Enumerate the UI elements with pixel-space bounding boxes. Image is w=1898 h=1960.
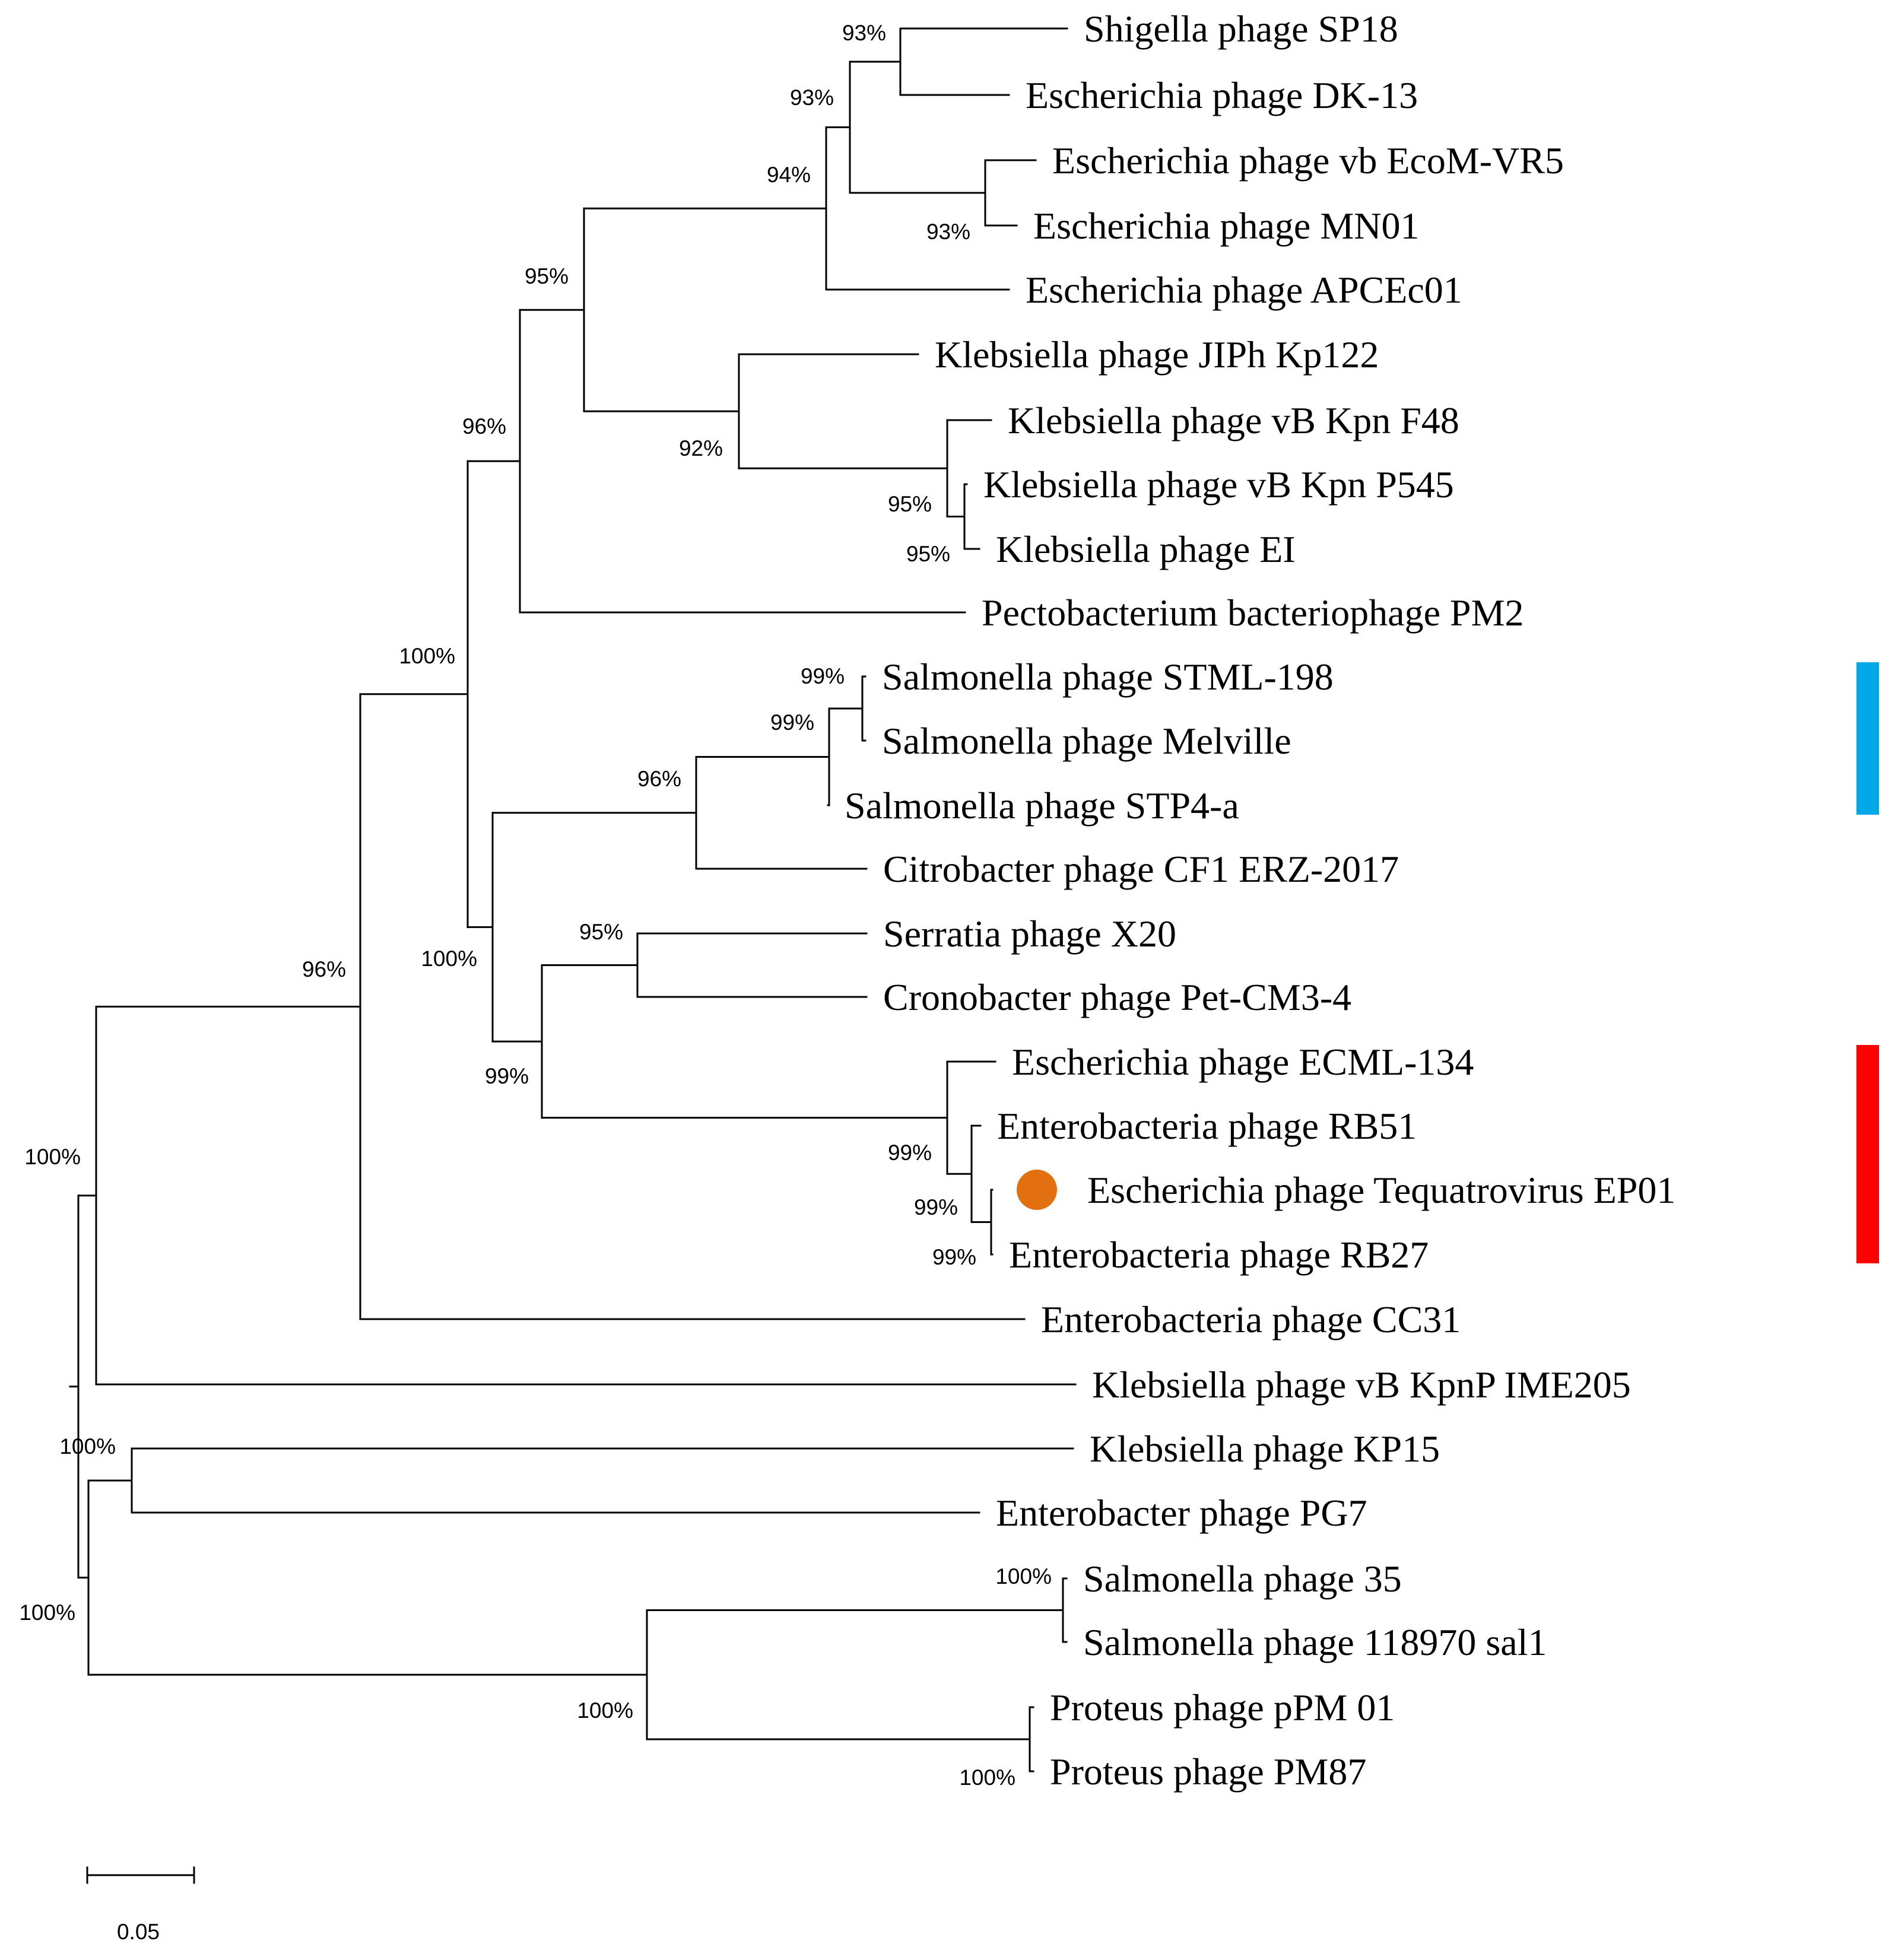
support-values: 93% 93% 93% 94% 95% 92% 95% 95% 96% 99% 99% 96% 95% 1… <box>19 21 1052 1790</box>
bootstrap-support-label: 100% <box>24 1145 81 1169</box>
scale-bar-label: 0.05 <box>117 1920 160 1944</box>
taxon-label: Proteus phage PM87 <box>1050 1751 1366 1793</box>
bootstrap-support-label: 99% <box>888 1141 932 1165</box>
bootstrap-support-label: 100% <box>995 1564 1052 1589</box>
taxon-label: Enterobacter phage PG7 <box>996 1492 1367 1534</box>
taxon-label: Salmonella phage STP4-a <box>845 784 1239 827</box>
bootstrap-support-label: 93% <box>790 85 834 110</box>
bootstrap-support-label: 94% <box>767 163 811 187</box>
taxon-label: Enterobacteria phage RB27 <box>1009 1234 1429 1276</box>
bootstrap-support-label: 100% <box>399 644 455 668</box>
taxon-label: Salmonella phage Melville <box>882 720 1291 762</box>
bootstrap-support-label: 99% <box>801 664 845 688</box>
bootstrap-support-label: 100% <box>59 1434 116 1459</box>
taxon-label: Citrobacter phage CF1 ERZ-2017 <box>883 848 1399 890</box>
bootstrap-support-label: 99% <box>770 710 814 735</box>
taxon-label: Enterobacteria phage RB51 <box>997 1105 1417 1147</box>
bootstrap-support-label: 92% <box>679 436 723 460</box>
taxon-label: Klebsiella phage vB Kpn F48 <box>1008 399 1459 441</box>
taxon-label: Serratia phage X20 <box>883 913 1176 955</box>
taxon-label: Klebsiella phage vB KpnP IME205 <box>1092 1364 1631 1406</box>
bootstrap-support-label: 100% <box>577 1698 633 1723</box>
taxon-label: Klebsiella phage KP15 <box>1090 1428 1440 1470</box>
bootstrap-support-label: 96% <box>462 414 506 439</box>
bootstrap-support-label: 96% <box>637 767 681 791</box>
taxon-label: Klebsiella phage vB Kpn P545 <box>983 463 1454 506</box>
bootstrap-support-label: 95% <box>888 492 932 516</box>
bootstrap-support-label: 95% <box>579 920 623 944</box>
taxon-label: Enterobacteria phage CC31 <box>1041 1298 1461 1340</box>
taxon-label: Escherichia phage ECML-134 <box>1012 1041 1474 1083</box>
bootstrap-support-label: 99% <box>485 1064 529 1088</box>
bootstrap-support-label: 96% <box>302 957 346 981</box>
taxon-labels: Shigella phage SP18 Escherichia phage DK-… <box>845 8 1675 1793</box>
bootstrap-support-label: 93% <box>926 220 970 244</box>
tree-branches <box>69 27 1077 1772</box>
bootstrap-support-label: 100% <box>19 1600 75 1625</box>
bootstrap-support-label: 100% <box>959 1765 1015 1790</box>
scale-bar: 0.05 <box>86 1866 195 1944</box>
taxon-label: Cronobacter phage Pet-CM3-4 <box>883 976 1351 1018</box>
bootstrap-support-label: 100% <box>421 946 477 971</box>
bootstrap-support-label: 95% <box>525 264 569 288</box>
bootstrap-support-label: 95% <box>906 542 950 566</box>
bootstrap-support-label: 99% <box>914 1195 958 1219</box>
taxon-label: Klebsiella phage JIPh Kp122 <box>935 333 1379 376</box>
taxon-label: Escherichia phage APCEc01 <box>1026 269 1462 311</box>
clade-markers <box>1856 662 1879 1263</box>
taxon-label: Salmonella phage STML-198 <box>882 656 1334 698</box>
taxon-label: Pectobacterium bacteriophage PM2 <box>982 592 1524 634</box>
taxon-label: Escherichia phage MN01 <box>1033 205 1419 247</box>
taxon-label: Escherichia phage vb EcoM-VR5 <box>1052 139 1564 182</box>
taxon-label: Shigella phage SP18 <box>1084 8 1398 50</box>
taxon-label: Escherichia phage Tequatrovirus EP01 <box>1087 1169 1675 1211</box>
taxon-label: Escherichia phage DK-13 <box>1026 74 1418 116</box>
highlight-circle-marker <box>1017 1170 1057 1210</box>
taxon-label: Salmonella phage 35 <box>1083 1558 1402 1600</box>
taxon-label: Salmonella phage 118970 sal1 <box>1083 1621 1547 1663</box>
red-clade-bar <box>1856 1045 1879 1263</box>
blue-clade-bar <box>1856 662 1879 815</box>
bootstrap-support-label: 93% <box>842 21 886 45</box>
taxon-label: Proteus phage pPM 01 <box>1050 1686 1395 1729</box>
taxon-label: Klebsiella phage EI <box>996 528 1296 570</box>
bootstrap-support-label: 99% <box>932 1245 976 1269</box>
